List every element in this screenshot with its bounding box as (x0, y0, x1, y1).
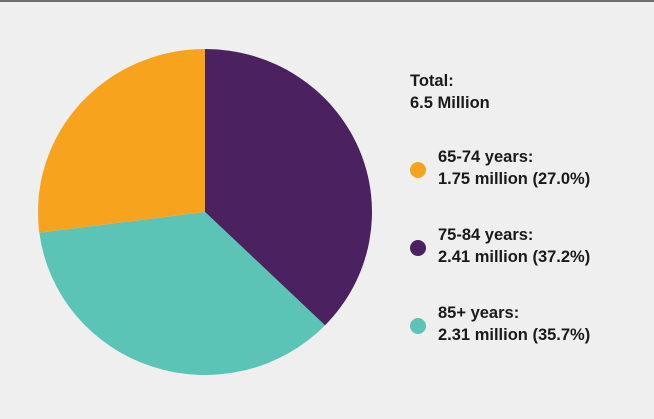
swatch-65-74-icon (410, 162, 426, 178)
pie-chart (36, 47, 374, 377)
legend-item-85-plus: 85+ years: 2.31 million (35.7%) (410, 302, 646, 346)
slice-75-84 (205, 49, 372, 326)
slice-65-74 (37, 49, 206, 233)
legend-value: 2.41 million (37.2%) (438, 248, 591, 266)
legend-label: 75-84 years: (438, 226, 534, 244)
legend-label: 65-74 years: (438, 148, 534, 166)
swatch-85-plus-icon (410, 318, 426, 334)
total-label: Total: (410, 72, 454, 90)
legend-item-65-74: 65-74 years: 1.75 million (27.0%) (410, 146, 646, 190)
slice-85-plus (39, 212, 326, 376)
legend-label: 85+ years: (438, 304, 520, 322)
pie-svg (37, 49, 372, 376)
legend: Total: 6.5 Million 65-74 years: 1.75 mil… (410, 70, 646, 380)
legend-value: 1.75 million (27.0%) (438, 170, 591, 188)
total-value: 6.5 Million (410, 94, 490, 112)
legend-value: 2.31 million (35.7%) (438, 326, 591, 344)
swatch-75-84-icon (410, 240, 426, 256)
total-block: Total: 6.5 Million (410, 70, 646, 114)
legend-item-75-84: 75-84 years: 2.41 million (37.2%) (410, 224, 646, 268)
